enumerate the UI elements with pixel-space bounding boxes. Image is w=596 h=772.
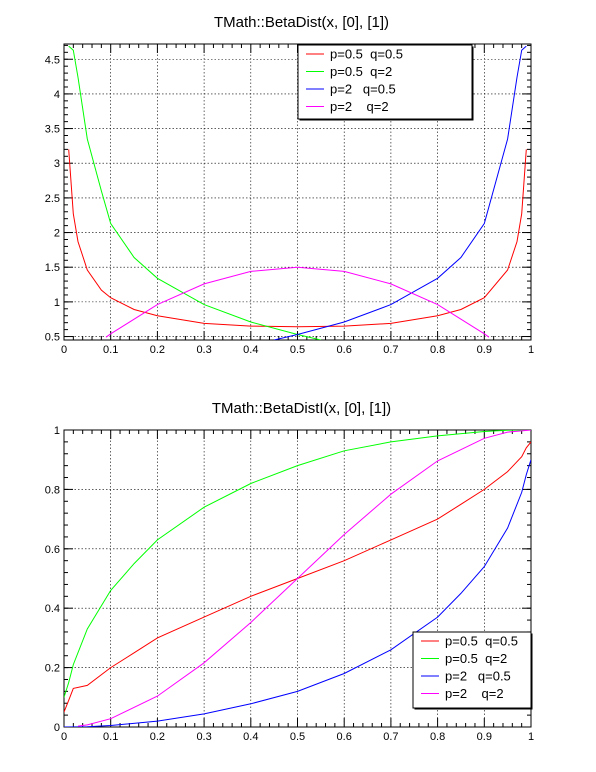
y-tick-label: 0.2 [45,663,60,675]
series-line-2 [68,45,322,340]
chart-title: TMath::BetaDistI(x, [0], [1]) [212,400,391,417]
y-tick-label: 4 [54,89,60,101]
x-tick-label: 0.2 [150,344,165,356]
series-group [64,430,531,727]
x-tick-label: 0.6 [337,344,352,356]
x-tick-label: 0.2 [150,731,165,743]
legend-label: p=2 q=2 [445,686,504,701]
y-tick-label: 3.5 [45,124,60,136]
y-tick-label: 2 [54,228,60,240]
y-tick-label: 3 [54,158,60,170]
x-tick-label: 1 [528,344,534,356]
legend-label: p=0.5 q=2 [445,651,507,666]
y-tick-label: 2.5 [45,193,60,205]
y-tick-label: 0.4 [45,603,60,615]
y-tick-label: 0 [54,722,60,734]
series-line-3 [64,459,531,727]
x-tick-label: 0 [61,731,67,743]
x-tick-label: 0.1 [103,731,118,743]
x-tick-label: 1 [528,731,534,743]
x-tick-label: 0.8 [430,344,445,356]
legend-label: p=0.5 q=0.5 [330,47,403,62]
y-tick-label: 1 [54,425,60,437]
x-tick-label: 0.9 [477,731,492,743]
x-axis: 0 0.1 0.2 0.3 0.4 0.5 0.6 0.7 0.8 0.9 1 [61,430,534,743]
x-tick-label: 0.7 [383,344,398,356]
y-tick-label: 0.5 [45,332,60,344]
y-tick-label: 0.6 [45,544,60,556]
x-tick-label: 0.7 [383,731,398,743]
chart-1: TMath::BetaDist(x, [0], [1])0 0.1 0.2 0.3 0.… [45,14,534,356]
x-tick-label: 0.3 [196,344,211,356]
legend-label: p=2 q=0.5 [330,82,396,97]
legend: p=0.5 q=0.5 p=0.5 q=2 p=2 q=0.5 p=2 q=2 [297,44,474,121]
x-tick-label: 0.8 [430,731,445,743]
x-tick-label: 0.5 [290,731,305,743]
x-tick-label: 0.3 [196,731,211,743]
y-tick-label: 1.5 [45,262,60,274]
series-line-1 [68,149,527,328]
x-tick-label: 0.5 [290,344,305,356]
chart-title: TMath::BetaDist(x, [0], [1]) [214,14,389,31]
series-line-3 [273,45,527,340]
legend-label: p=0.5 q=0.5 [445,634,518,649]
legend-box [297,44,473,120]
x-tick-label: 0.6 [337,731,352,743]
x-tick-label: 0 [61,344,67,356]
x-tick-label: 0.1 [103,344,118,356]
legend-label: p=2 q=0.5 [445,669,511,684]
legend: p=0.5 q=0.5 p=0.5 q=2 p=2 q=0.5 p=2 q=2 [412,631,533,710]
series-line-4 [77,430,531,727]
x-axis: 0 0.1 0.2 0.3 0.4 0.5 0.6 0.7 0.8 0.9 1 [61,44,534,356]
x-tick-label: 0.9 [477,344,492,356]
y-tick-label: 0.8 [45,484,60,496]
series-line-4 [105,266,490,338]
y-axis: 0.5 1 1.5 2 2.5 3 3.5 4 4.5 [45,44,531,344]
x-tick-label: 0.4 [243,731,258,743]
series-line-2 [64,430,531,698]
legend-box [412,631,532,709]
legend-label: p=2 q=2 [330,99,389,114]
y-tick-label: 1 [54,297,60,309]
x-tick-label: 0.4 [243,344,258,356]
series-group [68,45,527,340]
y-tick-label: 4.5 [45,54,60,66]
legend-label: p=0.5 q=2 [330,64,392,79]
chart-2: TMath::BetaDistI(x, [0], [1])0 0.1 0.2 0.3 0… [45,400,534,743]
